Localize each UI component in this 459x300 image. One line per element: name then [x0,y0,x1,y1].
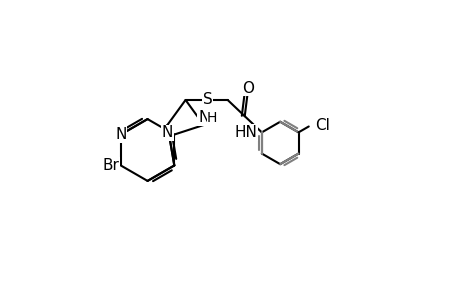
Text: Br: Br [102,158,119,173]
Text: N: N [115,127,126,142]
Text: N: N [162,125,173,140]
Text: H: H [207,111,217,124]
Text: O: O [241,81,253,96]
Text: N: N [198,110,209,125]
Text: HN: HN [234,125,257,140]
Text: Cl: Cl [314,118,330,133]
Text: S: S [202,92,212,107]
